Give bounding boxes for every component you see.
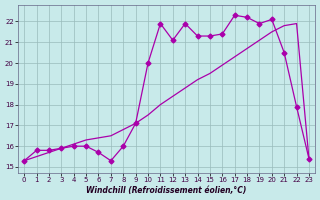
X-axis label: Windchill (Refroidissement éolien,°C): Windchill (Refroidissement éolien,°C) xyxy=(86,186,247,195)
